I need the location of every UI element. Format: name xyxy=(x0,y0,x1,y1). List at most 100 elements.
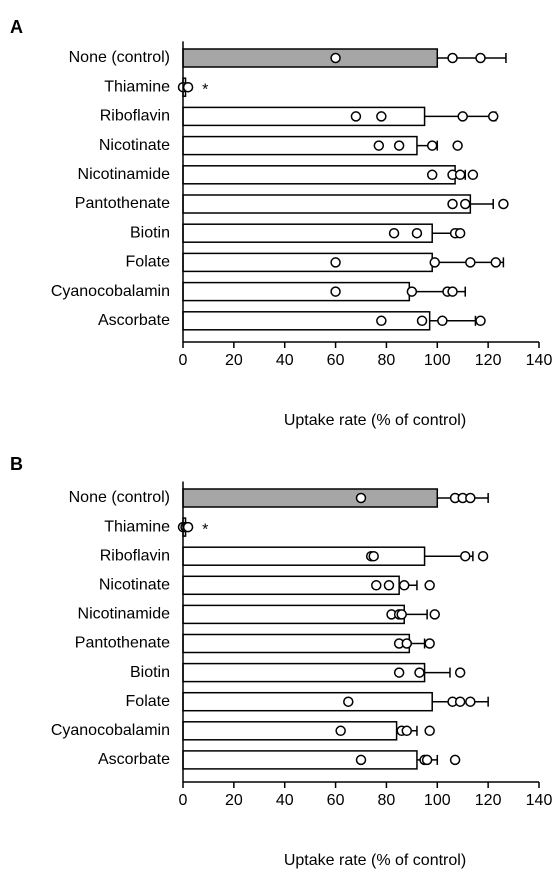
data-point xyxy=(437,315,448,327)
data-point xyxy=(465,492,476,504)
bar xyxy=(182,546,426,566)
data-point xyxy=(465,696,476,707)
category-label: Nicotinamide xyxy=(78,606,171,623)
data-point xyxy=(477,550,489,562)
data-point xyxy=(330,52,341,64)
data-point xyxy=(401,638,413,649)
data-point xyxy=(447,286,458,297)
data-point xyxy=(426,169,438,181)
data-point xyxy=(401,725,413,737)
bar xyxy=(182,575,400,596)
data-point xyxy=(330,286,341,297)
x-tick-label: 80 xyxy=(378,352,396,369)
data-point xyxy=(454,169,466,181)
data-point xyxy=(449,754,461,766)
data-point xyxy=(393,667,405,678)
data-point xyxy=(424,725,435,737)
bar xyxy=(182,48,439,68)
bar xyxy=(182,750,418,770)
annotation: * xyxy=(202,81,208,98)
data-point xyxy=(424,638,435,649)
data-point xyxy=(452,140,463,151)
category-label: Ascorbate xyxy=(98,312,170,329)
data-point xyxy=(393,140,405,151)
bar xyxy=(182,165,456,185)
data-point xyxy=(396,609,407,620)
category-label: Cyanocobalamin xyxy=(51,722,170,739)
bar xyxy=(182,281,411,302)
data-point xyxy=(182,521,194,533)
category-label: None (control) xyxy=(69,49,170,66)
data-point xyxy=(376,315,387,327)
data-point xyxy=(454,667,466,678)
data-point xyxy=(398,580,410,591)
x-tick-label: 60 xyxy=(327,352,345,369)
bar xyxy=(182,662,426,683)
data-point xyxy=(447,198,458,210)
data-point xyxy=(498,198,509,210)
bar xyxy=(182,691,433,712)
category-label: Folate xyxy=(126,693,171,710)
data-point xyxy=(490,257,502,268)
category-label: Pantothenate xyxy=(75,635,170,652)
data-point xyxy=(429,609,440,620)
bar xyxy=(182,252,433,273)
data-point xyxy=(416,315,428,327)
panel-label: A xyxy=(10,17,23,37)
data-point xyxy=(371,580,382,591)
x-tick-label: 60 xyxy=(327,792,345,809)
category-label: None (control) xyxy=(69,489,170,506)
category-label: Nicotinate xyxy=(99,137,170,154)
data-point xyxy=(426,140,438,151)
data-point xyxy=(429,257,440,268)
data-point xyxy=(343,696,354,707)
x-tick-label: 0 xyxy=(179,792,188,809)
data-point xyxy=(457,111,468,122)
category-label: Thiamine xyxy=(104,518,170,535)
x-tick-label: 0 xyxy=(179,352,188,369)
data-point xyxy=(447,52,458,64)
data-point xyxy=(454,696,466,707)
data-point xyxy=(330,257,341,268)
category-label: Ascorbate xyxy=(98,751,170,768)
x-tick-label: 100 xyxy=(424,792,451,809)
x-tick-label: 40 xyxy=(276,792,294,809)
data-point xyxy=(421,754,433,766)
data-point xyxy=(460,198,471,210)
bar xyxy=(182,311,431,331)
data-point xyxy=(454,227,466,239)
bar xyxy=(182,721,398,741)
data-point xyxy=(460,550,471,562)
bar xyxy=(182,194,472,214)
category-label: Nicotinate xyxy=(99,577,170,594)
data-point xyxy=(355,754,367,766)
annotation: * xyxy=(202,521,208,538)
data-point xyxy=(368,550,379,562)
x-tick-label: 100 xyxy=(424,352,451,369)
bar xyxy=(182,488,439,508)
category-label: Thiamine xyxy=(104,78,170,95)
bar xyxy=(182,604,405,625)
data-point xyxy=(388,227,400,239)
bar xyxy=(182,633,411,654)
data-point xyxy=(383,580,395,591)
data-point xyxy=(467,169,479,181)
x-axis-title: Uptake rate (% of control) xyxy=(284,412,466,429)
data-point xyxy=(475,52,486,64)
category-label: Biotin xyxy=(130,224,170,241)
data-point xyxy=(424,580,435,591)
category-label: Riboflavin xyxy=(100,108,170,125)
x-tick-label: 120 xyxy=(475,792,502,809)
data-point xyxy=(465,257,476,268)
x-tick-label: 140 xyxy=(526,352,553,369)
data-point xyxy=(355,492,367,504)
x-tick-label: 120 xyxy=(475,352,502,369)
x-tick-label: 20 xyxy=(225,352,243,369)
data-point xyxy=(373,140,385,151)
data-point xyxy=(335,725,346,737)
data-point xyxy=(487,111,499,122)
data-point xyxy=(475,315,486,327)
x-tick-label: 80 xyxy=(378,792,396,809)
x-tick-label: 20 xyxy=(225,792,243,809)
data-point xyxy=(350,111,362,122)
